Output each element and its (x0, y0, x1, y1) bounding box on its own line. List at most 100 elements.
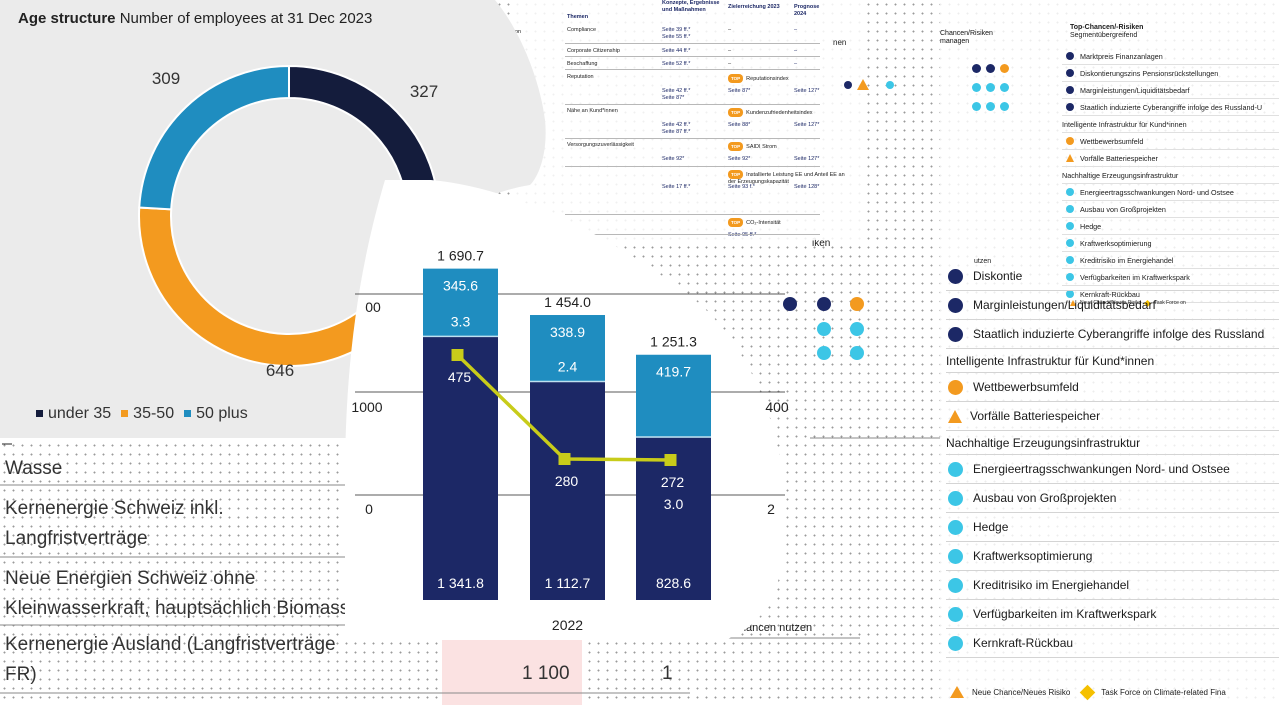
top-badge: TOP (728, 142, 744, 151)
legend-new-label-large: Neue Chance/Neues Risiko (972, 687, 1071, 697)
topics-cell: Seite 87* (728, 88, 751, 94)
chance-fragment-panel: Chancen nutzen iken (720, 230, 940, 705)
topics-cell: – (728, 27, 732, 33)
risk-label: Verfügbarkeiten im Kraftwerkspark (973, 607, 1157, 621)
bar-total-label: 1 251.3 (650, 334, 697, 350)
risk-label: Wettbewerbsumfeld (973, 380, 1079, 394)
row-separator (565, 214, 820, 215)
risk-dot-matrix (972, 64, 1014, 121)
risk-dot-icon (1066, 290, 1074, 298)
risk-dot-icon (948, 268, 963, 284)
risk-dot-icon (948, 635, 963, 651)
topics-cell: Seite 127* (794, 122, 820, 128)
risk-label: Marginleistungen/Liquiditätsbedarf (1080, 85, 1190, 95)
line-point-label: 475 (448, 369, 472, 385)
risk-dot-icon (948, 297, 963, 313)
legend-label: 35-50 (133, 405, 175, 422)
risk-section-header: Nachhaltige Erzeugungsinfrastruktur (1062, 167, 1279, 184)
risk-label: Intelligente Infrastruktur für Kund*inne… (1062, 119, 1187, 129)
risk-list-item: Kreditrisiko im Energiehandel (1062, 252, 1279, 269)
risk-label: Energieertragsschwankungen Nord- und Ost… (1080, 187, 1234, 197)
risk-dot-icon (1066, 103, 1074, 111)
risk-list-item: Marktpreis Finanzanlagen (1062, 48, 1279, 65)
line-point (664, 454, 677, 466)
top-badge: TOP (728, 74, 744, 83)
risk-label: Nachhaltige Erzeugungsinfrastruktur (1062, 170, 1179, 180)
axis-tick-label: 0 (365, 501, 373, 517)
risk-list-item: Marginleistungen/Liquiditätsbedarf (1062, 82, 1279, 99)
risk-dot-icon (1066, 86, 1074, 94)
risk-label: Verfügbarkeiten im Kraftwerkspark (1080, 272, 1190, 282)
risk-label: Ausbau von Großprojekten (1080, 204, 1166, 214)
risk-label: Staatlich induzierte Cyberangriffe infol… (973, 327, 1265, 341)
energy-row-value: 1 100 (522, 663, 570, 684)
risk-list-item: Kernkraft-Rückbau (1062, 286, 1279, 303)
topics-cell: Seite 44 ff.* (662, 48, 691, 54)
target-label: Kundenzufriedenheitsindex (746, 110, 813, 116)
bar-segment-label: 3.3 (451, 313, 471, 329)
risk-label: Vorfälle Batteriespeicher (1080, 153, 1158, 163)
risk-triangle-icon (1066, 154, 1074, 162)
line-point (558, 453, 571, 465)
risk-dot-icon (1066, 239, 1074, 247)
risk-list-item: Wettbewerbsumfeld (1062, 133, 1279, 150)
legend-swatch (121, 410, 129, 418)
age-panel-bg (0, 0, 546, 438)
fragment-nutzen: utzen (974, 258, 992, 265)
row-separator (565, 138, 820, 139)
legend-item: 35-50 (121, 405, 174, 423)
topics-table: Themen Konzepte, Ergebnisse und Maßnahme… (515, 0, 894, 240)
risk-label: Nachhaltige Erzeugungsinfrastruktur (946, 435, 1141, 450)
bar-segment-label: 3.0 (664, 496, 684, 512)
risk-header-title: Top-Chancen/-Risiken Segmentübergreifend (1070, 24, 1143, 40)
donut-value-label: 327 (410, 82, 438, 101)
row-separator (565, 234, 820, 235)
fragment-nen: nen (833, 38, 847, 47)
topics-cell: TOP Installierte Leistung EE und Anteil E… (728, 170, 846, 186)
risk-label: Kernkraft-Rückbau (1080, 289, 1140, 299)
risk-label: Kernkraft-Rückbau (973, 636, 1074, 650)
axis-tick-label: 400 (765, 399, 789, 415)
risk-list-item: Kernkraft-Rückbau (946, 629, 1279, 658)
bar-segment-label: 1 112.7 (545, 575, 591, 591)
fragment-markers (720, 297, 940, 639)
legend-swatch (184, 410, 192, 418)
risk-label: Hedge (1080, 221, 1102, 231)
topics-cell: – (794, 48, 798, 54)
energy-row-value: 1 (662, 663, 673, 684)
row-separator (565, 166, 820, 167)
risk-list-item: Diskontierungszins Pensionsrückstellunge… (1062, 65, 1279, 82)
header-prognose: Prognose 2024 (794, 4, 820, 17)
risk-list-item: Kraftwerksoptimierung (946, 542, 1279, 571)
risk-subtitle: Segmentübergreifend (1070, 32, 1138, 39)
risk-dot-icon (948, 606, 963, 622)
topics-cell: – (728, 61, 732, 67)
axis-tick-label: 2 (767, 501, 775, 517)
bar-total-label: 1 454.0 (544, 294, 591, 310)
bar-segment-label: 338.9 (550, 324, 585, 340)
bar-chart-panel: 1000 0 400 2 00 1 690.7 345.6 3.3 1 341.8 1 454.0… (345, 178, 815, 640)
risk-label: Intelligente Infrastruktur für Kund*inne… (946, 353, 1155, 368)
topics-cell: Corporate Citizenship (567, 48, 620, 54)
bar-segment-label: 2.4 (558, 358, 578, 374)
topics-cell: Seite 39 ff.* Seite 55 ff.* (662, 27, 691, 40)
donut-slice-50-plus (138, 64, 290, 211)
risk-list-item: Kraftwerksoptimierung (1062, 235, 1279, 252)
risk-triangle-icon (948, 409, 962, 423)
marker-dot (783, 297, 797, 311)
axis-tick-label: 1000 (351, 399, 382, 415)
header-themen: Themen (567, 14, 589, 20)
fragment-chancen-nutzen: Chancen nutzen (732, 622, 813, 634)
topics-cell: Seite 127* (794, 88, 820, 94)
risk-list-item: Hedge (946, 513, 1279, 542)
risk-label: Diskontie (973, 269, 1023, 283)
risk-list-item: Vorfälle Batteriespeicher (946, 402, 1279, 431)
marker-dot (817, 322, 831, 336)
risk-label: Energieertragsschwankungen Nord- und Ost… (973, 462, 1230, 476)
topics-cell: Seite 127* (794, 156, 820, 162)
risk-list-item: Ausbau von Großprojekten (946, 484, 1279, 513)
risk-legend-small: Neue Chance/Neues Risiko Task Force on (1070, 299, 1186, 307)
risk-table-panel: Chancen/Risiken managen Top-Chancen/-Ris… (940, 0, 1279, 705)
row-separator (565, 104, 820, 105)
topics-cell: TOP CO₂-Intensität (728, 218, 846, 227)
